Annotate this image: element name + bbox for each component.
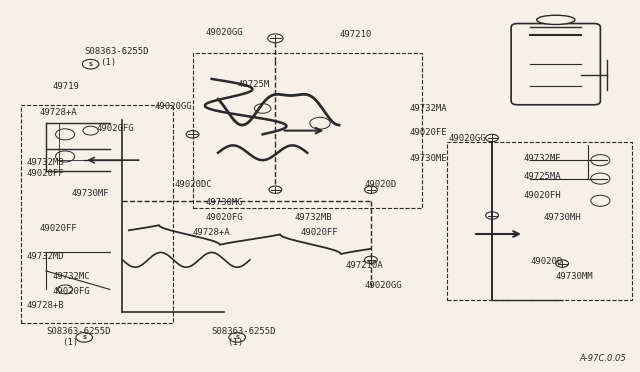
Text: 49020FF: 49020FF [40, 224, 77, 233]
Text: 49020FF: 49020FF [301, 228, 339, 237]
Bar [447, 142, 632, 301]
Text: 49020FH: 49020FH [524, 191, 561, 200]
Text: 49020FF: 49020FF [27, 169, 65, 177]
Text: 49020GG: 49020GG [365, 281, 402, 290]
Text: 497210A: 497210A [346, 261, 383, 270]
Text: S08363-6255D: S08363-6255D [84, 47, 148, 56]
Text: 49730MG: 49730MG [205, 198, 243, 207]
Text: 49732MB: 49732MB [294, 213, 332, 222]
Text: 49725M: 49725M [237, 80, 269, 89]
Text: 49728+B: 49728+B [27, 301, 65, 311]
Text: 49730ME: 49730ME [409, 154, 447, 163]
Text: (1): (1) [100, 58, 116, 67]
Text: 49732MB: 49732MB [27, 157, 65, 167]
Text: 49020D: 49020D [365, 180, 397, 189]
Text: 49732MD: 49732MD [27, 251, 65, 261]
Text: 49732MC: 49732MC [52, 272, 90, 281]
Text: 49020GG: 49020GG [448, 134, 486, 142]
Bar [20, 105, 173, 323]
Text: 49020GG: 49020GG [205, 28, 243, 37]
Text: (1): (1) [228, 339, 244, 347]
Text: 49725MA: 49725MA [524, 172, 561, 181]
Text: 49020FG: 49020FG [97, 124, 134, 133]
Text: 49020FG: 49020FG [205, 213, 243, 222]
Text: 49730MM: 49730MM [556, 272, 593, 281]
Text: 49020GG: 49020GG [154, 102, 192, 111]
Text: 49020FG: 49020FG [52, 287, 90, 296]
Text: 49020DC: 49020DC [174, 180, 212, 189]
Text: 49020FE: 49020FE [409, 128, 447, 137]
Text: S08363-6255D: S08363-6255D [46, 327, 111, 336]
Ellipse shape [537, 15, 575, 25]
FancyBboxPatch shape [511, 23, 600, 105]
Text: 49730MF: 49730MF [72, 189, 109, 198]
Text: (1): (1) [62, 339, 78, 347]
Text: A-97C.0.05: A-97C.0.05 [579, 354, 626, 363]
Text: S: S [235, 335, 239, 340]
Text: 49020D: 49020D [531, 257, 563, 266]
Bar [193, 53, 422, 208]
Text: S: S [82, 335, 86, 340]
Text: 497210: 497210 [339, 30, 371, 39]
Text: 49719: 49719 [52, 82, 79, 91]
Text: S08363-6255D: S08363-6255D [212, 327, 276, 336]
Text: 49732MA: 49732MA [409, 104, 447, 113]
Text: 49728+A: 49728+A [40, 108, 77, 117]
Text: 49728+A: 49728+A [193, 228, 230, 237]
Text: 49730MH: 49730MH [543, 213, 580, 222]
Text: 49732ME: 49732ME [524, 154, 561, 163]
Text: S: S [88, 62, 93, 67]
